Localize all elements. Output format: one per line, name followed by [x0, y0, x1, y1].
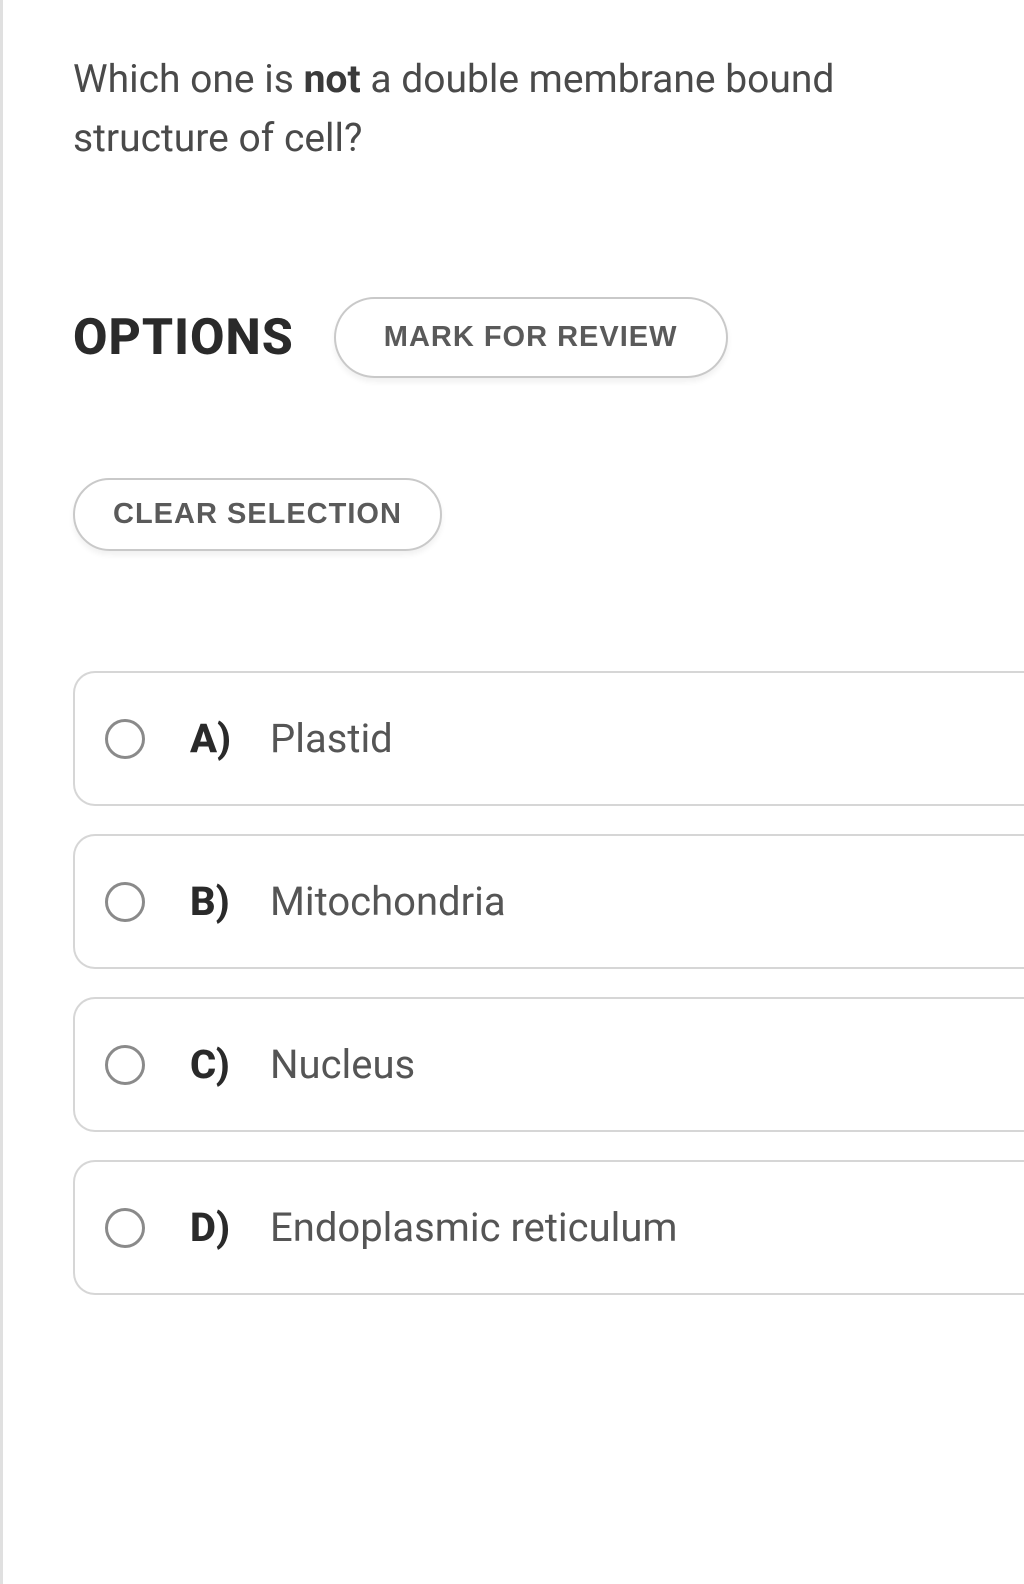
- option-letter: B): [190, 878, 250, 925]
- option-letter: C): [190, 1041, 250, 1088]
- option-letter: A): [190, 715, 250, 762]
- option-text: Endoplasmic reticulum: [270, 1204, 678, 1251]
- mark-for-review-button[interactable]: MARK FOR REVIEW: [334, 297, 728, 378]
- question-prefix: Which one is: [73, 56, 304, 102]
- option-c[interactable]: C) Nucleus: [73, 997, 1024, 1132]
- question-bold: not: [304, 56, 361, 102]
- option-d[interactable]: D) Endoplasmic reticulum: [73, 1160, 1024, 1295]
- quiz-page: Which one is not a double membrane bound…: [0, 0, 1024, 1584]
- question-text: Which one is not a double membrane bound…: [73, 50, 1024, 167]
- option-b[interactable]: B) Mitochondria: [73, 834, 1024, 969]
- radio-icon[interactable]: [105, 719, 145, 759]
- radio-icon[interactable]: [105, 1045, 145, 1085]
- options-heading: OPTIONS: [73, 309, 294, 367]
- option-a[interactable]: A) Plastid: [73, 671, 1024, 806]
- option-text: Plastid: [270, 715, 393, 762]
- option-letter: D): [190, 1204, 250, 1251]
- options-list: A) Plastid B) Mitochondria C) Nucleus D)…: [73, 671, 1024, 1295]
- options-header-row: OPTIONS MARK FOR REVIEW: [73, 297, 1024, 378]
- option-text: Nucleus: [270, 1041, 415, 1088]
- radio-icon[interactable]: [105, 882, 145, 922]
- option-text: Mitochondria: [270, 878, 506, 925]
- radio-icon[interactable]: [105, 1208, 145, 1248]
- clear-row: CLEAR SELECTION: [73, 478, 1024, 551]
- clear-selection-button[interactable]: CLEAR SELECTION: [73, 478, 442, 551]
